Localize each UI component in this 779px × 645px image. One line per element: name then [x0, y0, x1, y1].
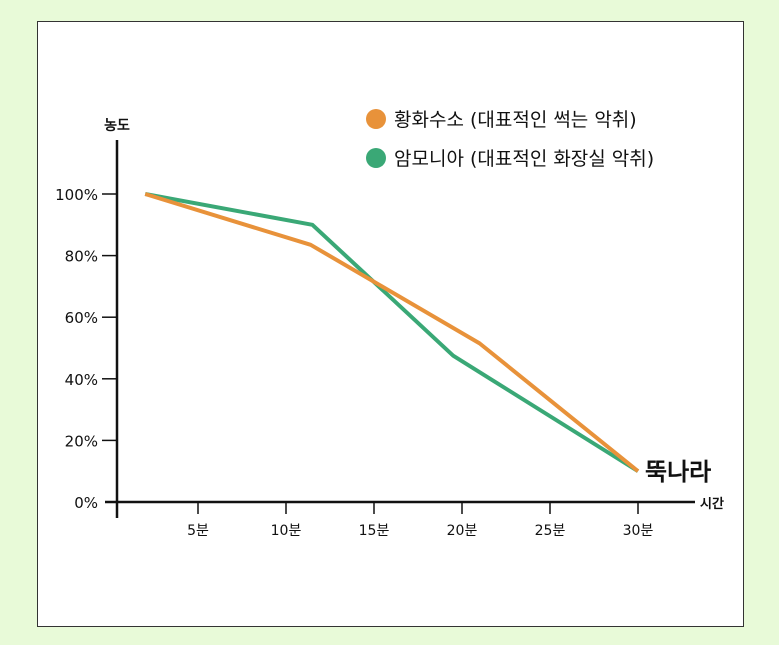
y-tick-label: 0% [74, 494, 98, 512]
y-tick-label: 20% [65, 432, 98, 450]
legend-marker-0 [366, 109, 386, 129]
series-line-1 [144, 192, 640, 473]
y-tick-label: 80% [65, 248, 98, 266]
x-axis-label: 시간 [700, 496, 724, 512]
x-tick-label: 30분 [623, 523, 654, 539]
x-tick-label: 20분 [447, 523, 478, 539]
legend-marker-1 [366, 148, 386, 168]
chart-panel [37, 21, 744, 627]
x-tick-label: 5분 [187, 523, 209, 539]
brand-annotation: 뚝나라 [645, 458, 711, 486]
legend-label-1: 암모니아 (대표적인 화장실 악취) [394, 148, 654, 170]
x-tick-label: 15분 [359, 523, 390, 539]
y-axis-label: 농도 [104, 118, 130, 134]
x-tick-label: 10분 [271, 523, 302, 539]
y-tick-label: 60% [65, 309, 98, 327]
y-tick-label: 40% [65, 371, 98, 389]
y-tick-label: 100% [55, 186, 98, 204]
series-line-0 [144, 192, 640, 473]
x-tick-label: 25분 [535, 523, 566, 539]
legend-label-0: 황화수소 (대표적인 썩는 악취) [394, 109, 637, 131]
